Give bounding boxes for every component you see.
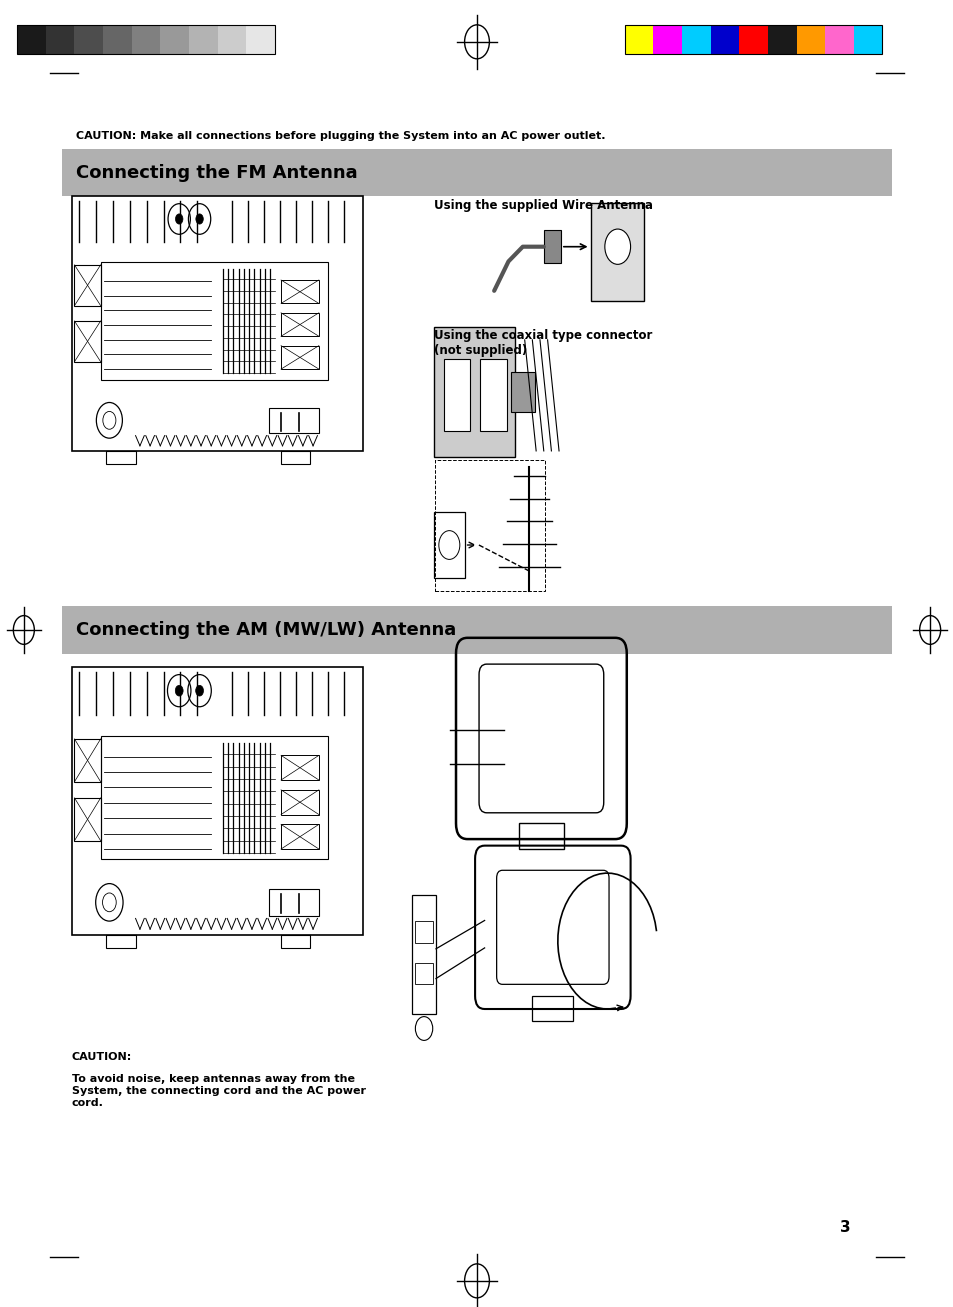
Bar: [281, 935, 310, 948]
Bar: [853, 25, 882, 54]
Text: Connecting the AM (MW/LW) Antenna: Connecting the AM (MW/LW) Antenna: [76, 621, 456, 639]
Text: To avoid noise, keep antennas away from the
System, the connecting cord and the : To avoid noise, keep antennas away from …: [71, 1074, 365, 1107]
Bar: [281, 755, 318, 780]
Bar: [543, 230, 560, 264]
Bar: [46, 25, 74, 54]
Bar: [107, 451, 135, 464]
Bar: [434, 512, 464, 578]
Bar: [281, 789, 318, 814]
Bar: [62, 149, 891, 196]
Text: Connecting the FM Antenna: Connecting the FM Antenna: [76, 163, 357, 182]
Bar: [62, 606, 891, 654]
Bar: [101, 736, 327, 860]
Circle shape: [195, 214, 203, 223]
Bar: [107, 935, 135, 948]
Bar: [518, 823, 563, 850]
Bar: [71, 667, 362, 935]
Bar: [74, 738, 101, 782]
Text: Using the coaxial type connector
(not supplied): Using the coaxial type connector (not su…: [434, 329, 652, 357]
Text: CAUTION:: CAUTION:: [71, 1052, 132, 1063]
Bar: [415, 963, 433, 984]
Bar: [74, 322, 101, 362]
Bar: [74, 25, 103, 54]
Bar: [281, 280, 318, 303]
Bar: [767, 25, 796, 54]
Circle shape: [604, 229, 630, 264]
Bar: [412, 895, 436, 1014]
Bar: [624, 25, 653, 54]
Bar: [796, 25, 824, 54]
Circle shape: [175, 214, 183, 223]
Bar: [681, 25, 710, 54]
Bar: [591, 203, 643, 301]
Bar: [71, 196, 362, 451]
Bar: [189, 25, 217, 54]
Bar: [281, 451, 310, 464]
Bar: [269, 408, 318, 433]
Bar: [246, 25, 274, 54]
Bar: [17, 25, 46, 54]
Bar: [132, 25, 160, 54]
Bar: [415, 921, 433, 942]
Bar: [281, 345, 318, 369]
Bar: [217, 25, 246, 54]
Text: Using the supplied Wire Antenna: Using the supplied Wire Antenna: [434, 199, 653, 212]
Bar: [532, 996, 573, 1021]
Bar: [824, 25, 853, 54]
Bar: [17, 25, 274, 54]
Bar: [443, 359, 470, 431]
Bar: [739, 25, 767, 54]
Bar: [435, 460, 544, 591]
Bar: [710, 25, 739, 54]
Bar: [281, 825, 318, 850]
Bar: [511, 372, 535, 412]
Text: CAUTION: Make all connections before plugging the System into an AC power outlet: CAUTION: Make all connections before plu…: [76, 131, 605, 141]
Bar: [160, 25, 189, 54]
Bar: [434, 327, 515, 457]
Bar: [74, 265, 101, 306]
Bar: [101, 263, 327, 379]
Bar: [479, 359, 506, 431]
Bar: [103, 25, 132, 54]
Bar: [624, 25, 882, 54]
Circle shape: [195, 685, 203, 697]
Text: 3: 3: [839, 1221, 849, 1235]
Bar: [281, 312, 318, 336]
Circle shape: [175, 685, 183, 697]
Bar: [269, 889, 318, 916]
Bar: [653, 25, 681, 54]
Bar: [74, 797, 101, 840]
